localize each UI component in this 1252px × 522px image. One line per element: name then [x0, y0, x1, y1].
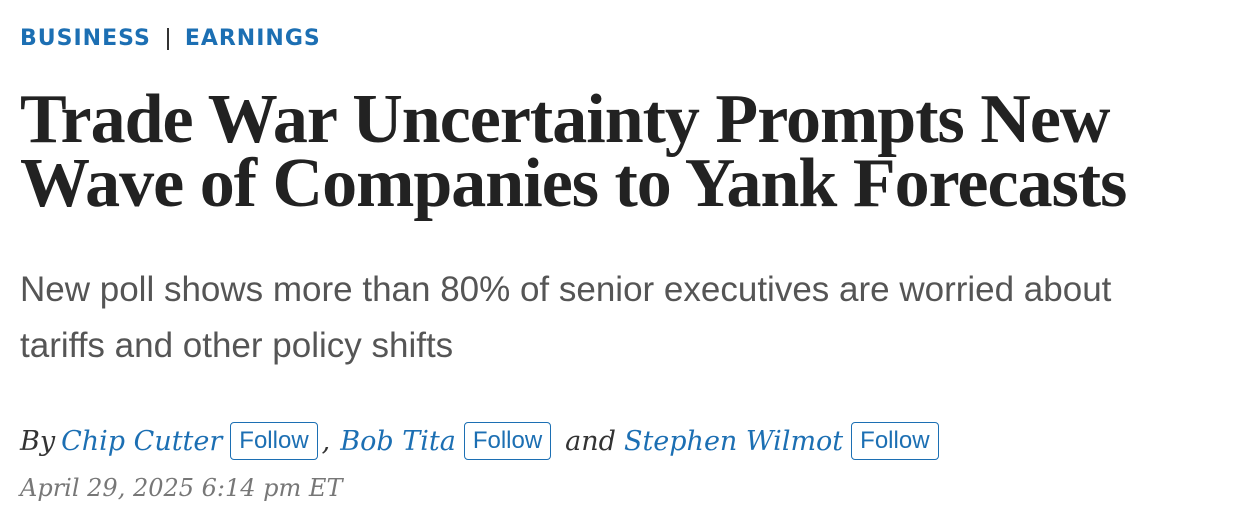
separator: and — [565, 425, 616, 457]
subheadline-line: tariffs and other policy shifts — [20, 326, 454, 365]
byline-prefix: By — [20, 425, 56, 457]
author[interactable]: Stephen Wilmot — [623, 425, 844, 457]
timestamp: April 29, 2025 6:14 pm ET — [20, 474, 343, 502]
byline: By Chip Cutter Follow , Bob Tita Follow … — [20, 422, 939, 460]
follow-button[interactable]: Follow — [463, 422, 552, 460]
follow-button[interactable]: Follow — [230, 422, 318, 460]
separator: , — [321, 425, 331, 457]
subheadline: New poll shows more than 80% of senior e… — [20, 262, 1111, 374]
section-link[interactable]: BUSINESS — [20, 26, 151, 51]
headline: Trade War Uncertainty Prompts New Wave o… — [20, 81, 1127, 222]
author[interactable]: Chip Cutter — [61, 425, 223, 457]
author[interactable]: Bob Tita — [340, 425, 456, 457]
headline-line: Wave of Companies to Yank Forecasts — [20, 145, 1127, 222]
section-link[interactable]: EARNINGS — [184, 26, 321, 51]
section-nav: BUSINESS EARNINGS — [20, 26, 321, 51]
headline-line: Trade War Uncertainty Prompts New — [20, 81, 1110, 158]
subheadline-line: New poll shows more than 80% of senior e… — [20, 270, 1112, 309]
divider — [166, 27, 169, 50]
follow-button[interactable]: Follow — [851, 422, 939, 460]
